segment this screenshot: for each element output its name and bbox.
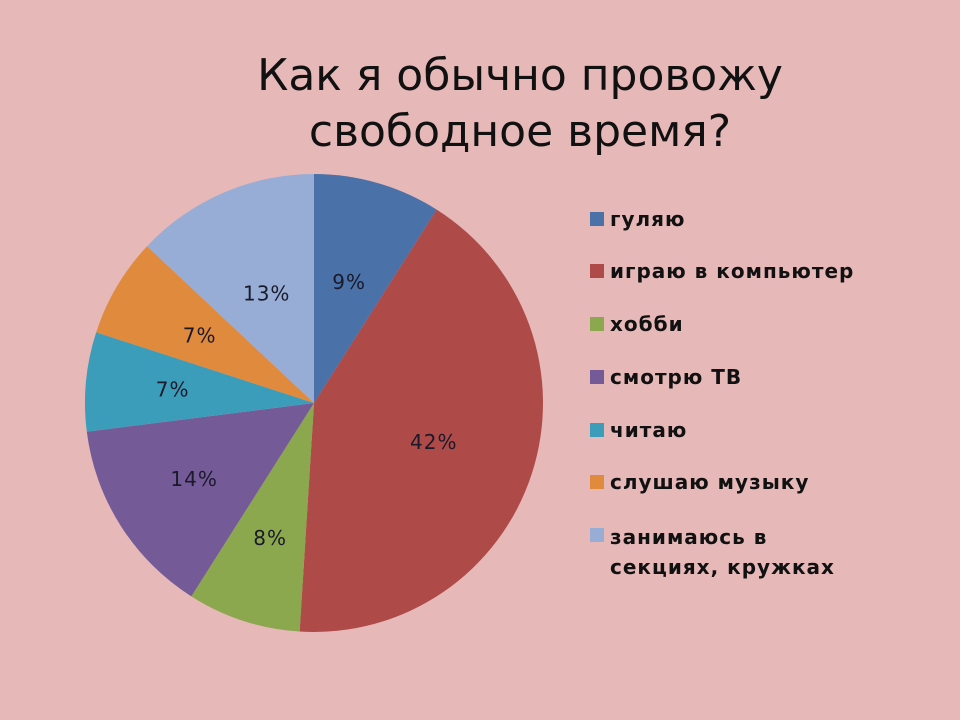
- legend-label: гуляю: [610, 207, 686, 231]
- legend-label: смотрю ТВ: [610, 365, 743, 389]
- legend-item: занимаюсь в секциях, кружках: [590, 522, 890, 582]
- pie-slice: [86, 403, 315, 597]
- legend-label: слушаю музыку: [610, 470, 810, 494]
- pie-slice: [314, 174, 437, 403]
- slice-percent-label: 14%: [170, 467, 217, 491]
- legend-label: играю в компьютер: [610, 259, 855, 283]
- legend-swatch: [590, 528, 604, 542]
- legend-swatch: [590, 423, 604, 437]
- legend-swatch: [590, 317, 604, 331]
- chart-title: Как я обычно провожу свободное время?: [220, 48, 820, 160]
- legend-swatch: [590, 264, 604, 278]
- chart-title-line-1: Как я обычно провожу: [257, 50, 783, 101]
- pie-slice: [84, 332, 314, 432]
- legend-label: занимаюсь в секциях, кружках: [610, 525, 835, 579]
- slice-percent-label: 9%: [332, 270, 366, 294]
- legend-item: гуляю: [590, 206, 890, 232]
- pie-slice: [191, 403, 314, 632]
- legend-item: смотрю ТВ: [590, 364, 890, 390]
- legend-swatch: [590, 370, 604, 384]
- pie-slice: [299, 209, 543, 632]
- legend-swatch: [590, 212, 604, 226]
- legend-label: читаю: [610, 418, 688, 442]
- legend-item: играю в компьютер: [590, 258, 890, 284]
- pie-slice: [96, 246, 314, 403]
- chart-title-line-2: свободное время?: [308, 106, 732, 157]
- legend-item: читаю: [590, 417, 890, 443]
- legend-item: хобби: [590, 311, 890, 337]
- legend-swatch: [590, 475, 604, 489]
- slice-percent-label: 42%: [410, 430, 457, 454]
- slice-percent-label: 8%: [253, 526, 287, 550]
- legend-item: слушаю музыку: [590, 469, 890, 495]
- pie-slice: [147, 174, 314, 403]
- legend-label: хобби: [610, 312, 684, 336]
- slice-percent-label: 13%: [243, 282, 290, 306]
- slice-percent-label: 7%: [183, 323, 217, 347]
- slice-percent-label: 7%: [156, 378, 190, 402]
